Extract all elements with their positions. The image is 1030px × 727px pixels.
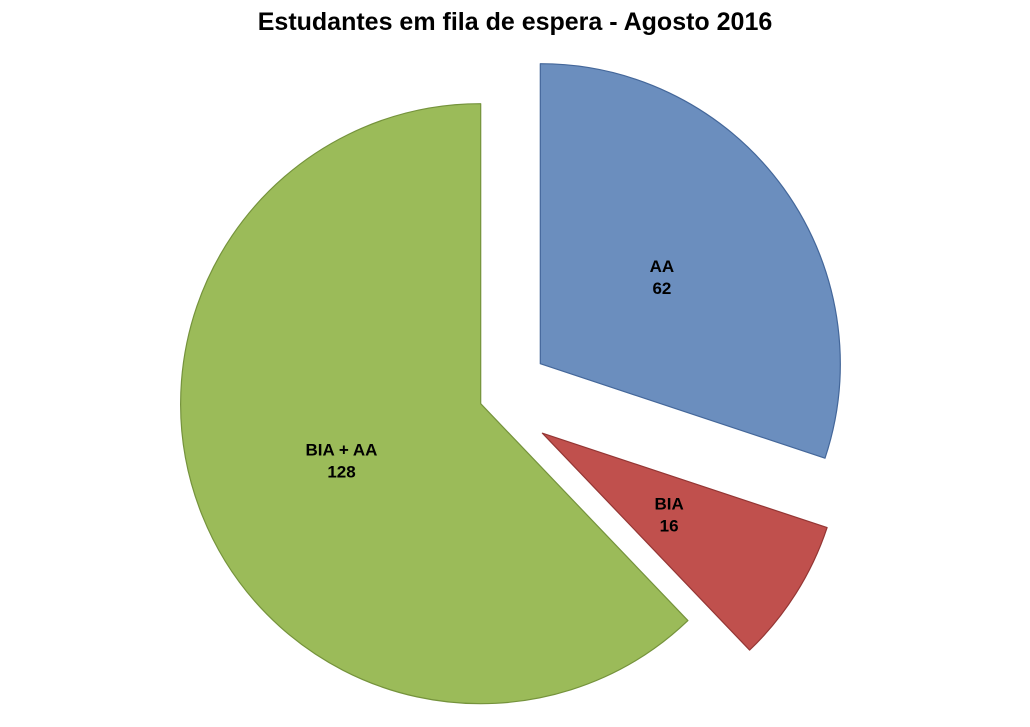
slice-label-bia-aa: BIA + AA 128 <box>306 441 378 482</box>
pie-slice-aa: AA 62 <box>539 63 841 459</box>
pie-slice-bia-aa: BIA + AA 128 <box>180 103 689 705</box>
pie-slice-bia: BIA 16 <box>541 432 828 651</box>
slice-label-bia: BIA 16 <box>654 494 683 535</box>
pie-slice-path-bia-aa <box>180 103 689 705</box>
slice-label-aa: AA 62 <box>650 257 675 298</box>
pie-slice-path-bia <box>541 432 828 651</box>
pie-slice-path-aa <box>539 63 841 459</box>
chart-title: Estudantes em fila de espera - Agosto 20… <box>257 8 773 36</box>
